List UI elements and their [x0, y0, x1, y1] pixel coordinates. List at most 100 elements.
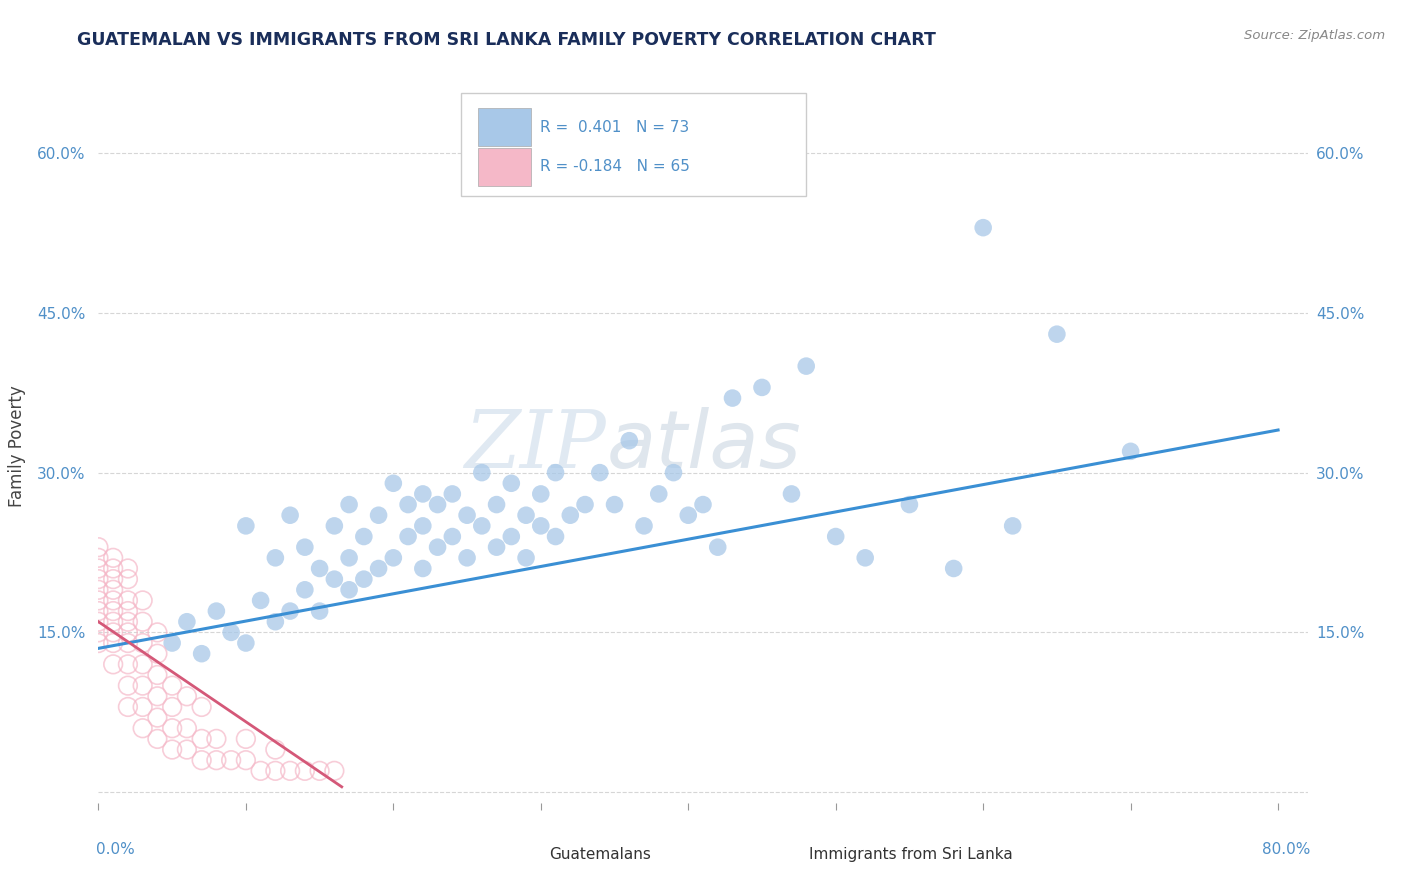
Point [662, 466, 685, 480]
Point [235, 731, 257, 746]
Point [530, 519, 553, 533]
Point [205, 604, 228, 618]
Point [501, 529, 523, 543]
Point [117, 657, 139, 672]
Point [176, 690, 198, 704]
Point [633, 519, 655, 533]
Point [101, 657, 124, 672]
Point [146, 710, 169, 724]
Point [308, 604, 330, 618]
Point [544, 529, 567, 543]
Text: Guatemalans: Guatemalans [550, 847, 651, 863]
Point [530, 487, 553, 501]
Point [367, 561, 389, 575]
Point [117, 615, 139, 629]
Point [117, 679, 139, 693]
Point [87, 636, 110, 650]
Point [87, 615, 110, 629]
Point [205, 753, 228, 767]
Point [264, 764, 287, 778]
FancyBboxPatch shape [461, 93, 806, 196]
Point [456, 508, 478, 523]
Point [264, 742, 287, 756]
Point [721, 391, 744, 405]
Point [176, 742, 198, 756]
FancyBboxPatch shape [478, 148, 531, 186]
Text: ZIP: ZIP [464, 408, 606, 484]
Point [544, 466, 567, 480]
Point [794, 359, 817, 373]
Point [219, 625, 242, 640]
Point [235, 636, 257, 650]
Point [278, 764, 301, 778]
Point [678, 508, 700, 523]
Point [160, 636, 183, 650]
Point [382, 550, 405, 565]
Point [853, 550, 876, 565]
Point [323, 519, 346, 533]
Point [131, 657, 153, 672]
Point [824, 529, 846, 543]
Point [249, 593, 271, 607]
Point [294, 582, 316, 597]
Point [396, 498, 419, 512]
Text: Immigrants from Sri Lanka: Immigrants from Sri Lanka [810, 847, 1014, 863]
Point [87, 572, 110, 586]
Point [485, 540, 508, 554]
Text: Source: ZipAtlas.com: Source: ZipAtlas.com [1244, 29, 1385, 42]
Point [190, 753, 212, 767]
Point [117, 625, 139, 640]
Point [412, 561, 434, 575]
Point [485, 498, 508, 512]
Text: R =  0.401   N = 73: R = 0.401 N = 73 [540, 120, 689, 135]
Point [501, 476, 523, 491]
Point [412, 519, 434, 533]
Point [706, 540, 728, 554]
Point [131, 721, 153, 735]
Point [353, 529, 375, 543]
Point [87, 604, 110, 618]
Point [235, 519, 257, 533]
Point [87, 550, 110, 565]
Point [780, 487, 803, 501]
Point [441, 487, 464, 501]
Point [87, 625, 110, 640]
Point [1001, 519, 1024, 533]
Point [117, 700, 139, 714]
Point [337, 582, 360, 597]
Point [574, 498, 596, 512]
Point [278, 604, 301, 618]
Point [117, 572, 139, 586]
Point [101, 550, 124, 565]
Point [1046, 327, 1069, 342]
Point [898, 498, 921, 512]
Point [190, 700, 212, 714]
Point [308, 561, 330, 575]
Point [101, 572, 124, 586]
Point [117, 561, 139, 575]
Point [160, 700, 183, 714]
Point [117, 604, 139, 618]
FancyBboxPatch shape [478, 109, 531, 146]
Point [87, 561, 110, 575]
Point [146, 668, 169, 682]
Point [131, 679, 153, 693]
Point [367, 508, 389, 523]
Point [515, 550, 537, 565]
Point [515, 508, 537, 523]
Point [101, 636, 124, 650]
Point [294, 764, 316, 778]
Point [101, 604, 124, 618]
Point [101, 582, 124, 597]
Point [456, 550, 478, 565]
Point [353, 572, 375, 586]
Point [87, 582, 110, 597]
Text: 0.0%: 0.0% [96, 842, 135, 857]
Point [619, 434, 641, 448]
Point [471, 519, 494, 533]
Point [146, 647, 169, 661]
Point [441, 529, 464, 543]
Point [87, 540, 110, 554]
Point [205, 731, 228, 746]
Text: atlas: atlas [606, 407, 801, 485]
